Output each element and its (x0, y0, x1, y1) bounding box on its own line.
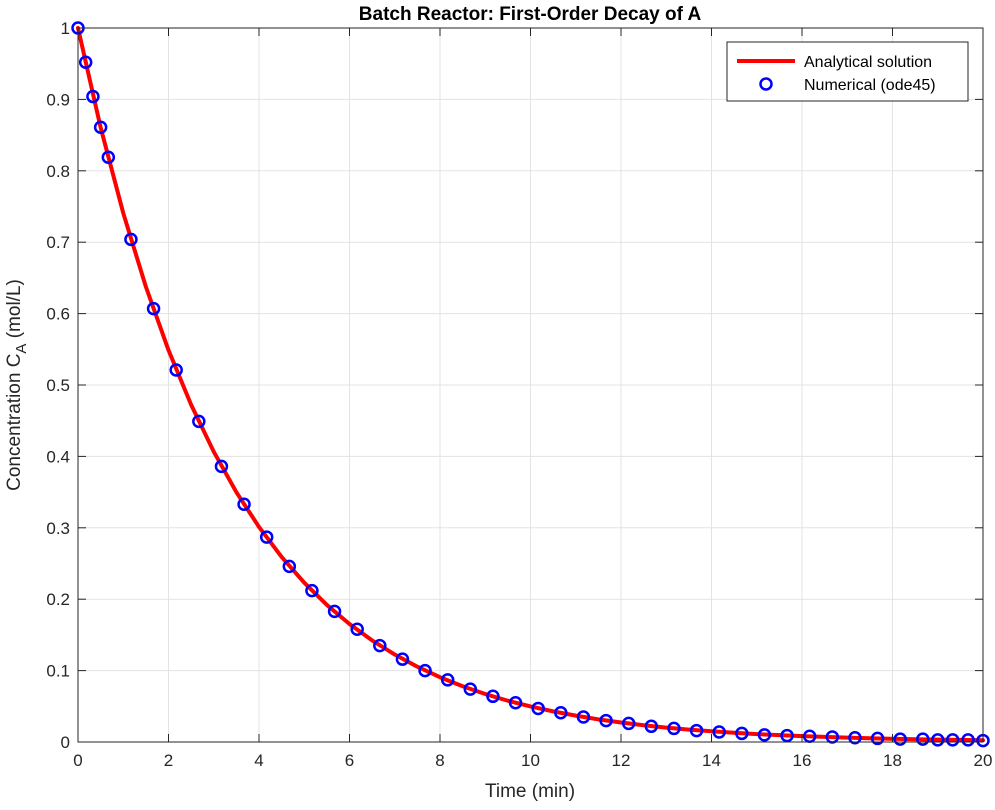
y-axis-label-prefix: Concentration C (4, 354, 25, 491)
numerical-point (350, 622, 364, 636)
analytical-solution-line (76, 26, 985, 743)
numerical-point (931, 733, 945, 747)
legend: Analytical solution Numerical (ode45) (726, 41, 969, 102)
x-tick-label: 0 (73, 751, 82, 770)
x-tick-label: 16 (793, 751, 812, 770)
numerical-point (214, 459, 229, 474)
numerical-point (689, 723, 704, 738)
y-tick-label: 0.8 (46, 162, 70, 181)
analytical-series (76, 26, 985, 743)
numerical-point (237, 497, 251, 511)
numerical-point (916, 732, 930, 746)
axis-ticks: 0 2 4 6 8 10 12 14 16 18 20 0 0.1 0.2 0.3 0.4 0.5 0.6 0.7 0… (46, 19, 992, 770)
numerical-point (192, 414, 206, 429)
numerical-point (621, 716, 636, 731)
numerical-point (945, 733, 960, 747)
x-tick-label: 6 (345, 751, 354, 770)
x-tick-label: 8 (435, 751, 444, 770)
numerical-point (93, 120, 108, 134)
numerical-point (86, 89, 100, 104)
numerical-point (486, 689, 500, 704)
numerical-point (78, 55, 93, 70)
numerical-point (531, 701, 545, 716)
y-tick-label: 0.3 (46, 519, 70, 538)
y-axis-label: Concentration CA (mol/L) (4, 279, 30, 491)
y-axis-label-subscript: A (13, 344, 30, 354)
legend-circle-swatch (759, 77, 773, 91)
numerical-point (327, 604, 342, 619)
y-tick-label: 0.2 (46, 590, 70, 609)
numerical-point (667, 721, 681, 736)
x-tick-label: 18 (883, 751, 902, 770)
numerical-point (508, 695, 523, 710)
legend-box (726, 41, 969, 102)
x-tick-label: 4 (254, 751, 263, 770)
y-tick-label: 0.7 (46, 233, 70, 252)
numerical-point (554, 705, 568, 720)
y-tick-label: 0.9 (46, 90, 70, 109)
y-tick-label: 0.5 (46, 376, 70, 395)
y-axis-label-suffix: (mol/L) (4, 279, 25, 343)
y-tick-label: 0.4 (46, 447, 70, 466)
x-axis-label: Time (min) (485, 781, 575, 802)
numerical-point (101, 150, 116, 164)
y-tick-label: 0.1 (46, 662, 70, 681)
numerical-point (146, 301, 161, 316)
numerical-point (961, 733, 975, 747)
numerical-point (169, 363, 183, 377)
numerical-point (463, 682, 478, 696)
x-tick-label: 12 (612, 751, 631, 770)
numerical-point (735, 726, 749, 741)
legend-label-numerical: Numerical (ode45) (804, 77, 936, 94)
numerical-point (395, 652, 410, 666)
y-tick-label: 0 (61, 733, 70, 752)
numerical-point (825, 730, 840, 744)
y-tick-label: 1 (61, 19, 70, 38)
x-tick-label: 2 (164, 751, 173, 770)
numerical-point (259, 530, 274, 544)
x-tick-label: 20 (974, 751, 993, 770)
numerical-point (780, 728, 794, 743)
x-tick-label: 10 (521, 751, 540, 770)
numerical-point (282, 559, 297, 574)
numerical-point (893, 732, 907, 746)
numerical-point (418, 663, 432, 678)
numerical-point (440, 673, 455, 687)
grid (78, 28, 983, 742)
numerical-point (757, 728, 772, 742)
x-tick-label: 14 (702, 751, 721, 770)
numerical-point (373, 638, 387, 653)
numerical-point (848, 730, 862, 745)
y-tick-label: 0.6 (46, 305, 70, 324)
numerical-point (124, 232, 138, 247)
numerical-point (644, 719, 659, 734)
numerical-point (870, 731, 885, 746)
legend-label-analytical: Analytical solution (804, 54, 932, 71)
numerical-point (576, 710, 591, 724)
chart-title: Batch Reactor: First-Order Decay of A (359, 4, 702, 25)
numerical-point (305, 583, 319, 598)
numerical-point (712, 725, 726, 739)
numerical-point (599, 713, 613, 728)
numerical-series (71, 21, 990, 748)
